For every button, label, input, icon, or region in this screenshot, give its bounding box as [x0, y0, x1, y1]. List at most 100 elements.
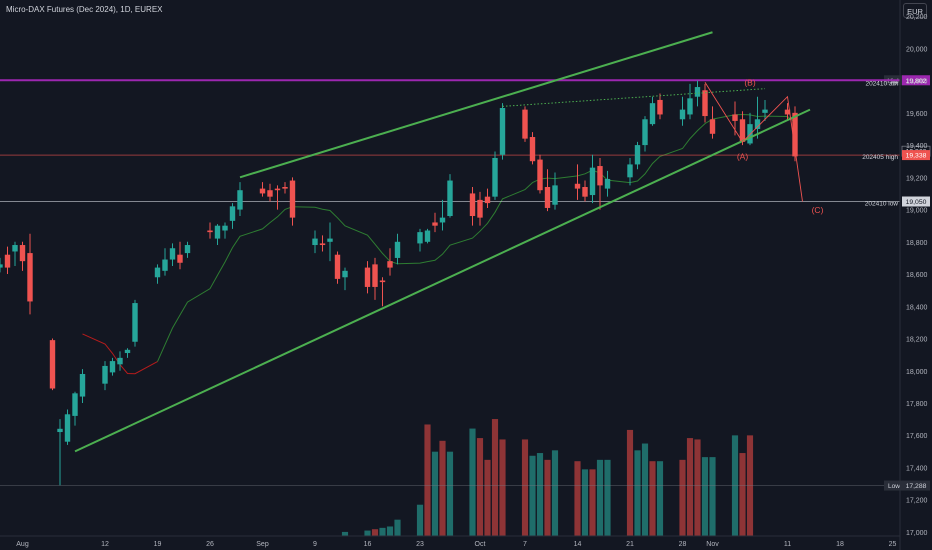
time-tick-label: 14: [574, 541, 582, 548]
candle-body: [694, 87, 701, 97]
candle-body: [597, 166, 603, 186]
candle-body: [214, 225, 221, 239]
candle-body: [574, 183, 581, 189]
candle-body: [417, 232, 423, 244]
volume-bar: [386, 526, 394, 536]
candle-body: [259, 188, 266, 194]
volume-bar: [709, 457, 716, 536]
candle-body: [57, 428, 63, 433]
price-tag-box: [902, 150, 930, 161]
volume-bar: [484, 459, 491, 536]
time-tick-label: 23: [416, 541, 424, 548]
volume-bar: [589, 469, 596, 536]
volume-bar: [469, 428, 476, 536]
candle-body: [792, 112, 798, 157]
candle-body: [222, 225, 228, 231]
candle-body: [739, 119, 746, 142]
time-tick-label: 18: [836, 541, 844, 548]
volume-bar: [529, 455, 536, 536]
time-axis[interactable]: Aug 12 19 26 Sep 9 16 23 Oct 7 14 21 28 Nov 11 18 25: [0, 535, 900, 548]
price-tick-label: 17,000: [906, 530, 928, 537]
candle-body: [604, 178, 611, 189]
candle-body: [124, 349, 131, 354]
volume-bar: [686, 438, 694, 536]
volume-bar: [491, 419, 499, 536]
volume-bar: [656, 461, 664, 536]
candle-body: [162, 259, 168, 271]
candle-body: [72, 393, 78, 416]
candle-body: [394, 241, 401, 258]
wave-label: (C): [812, 205, 824, 215]
extreme-tag-box: [884, 480, 904, 491]
candle-body: [432, 222, 438, 226]
volume-bar: [439, 440, 446, 536]
volume-bar: [416, 504, 424, 536]
volume-bar: [446, 451, 454, 536]
volume-bar: [581, 469, 589, 536]
price-tick-label: 18,800: [906, 240, 928, 247]
volume-bar: [424, 424, 431, 536]
drawings: (A) (B) (C): [74, 31, 824, 453]
candle-body: [552, 185, 558, 205]
currency-button[interactable]: EUR: [903, 3, 927, 18]
candle-body: [469, 193, 476, 217]
candle-body: [102, 365, 108, 384]
time-tick-label: 9: [313, 541, 317, 548]
candle-body: [679, 109, 686, 120]
candle-body: [387, 261, 393, 268]
price-tick-label: 19,400: [906, 143, 928, 150]
time-tick-label: 11: [784, 541, 791, 548]
price-tick-label: 17,400: [906, 465, 928, 472]
candle-body: [492, 157, 498, 197]
price-tag-box: [902, 480, 930, 491]
time-tick-label: 28: [679, 541, 687, 548]
candle-body: [372, 264, 378, 287]
price-axis[interactable]: 17,000 17,200 17,400 17,600 17,800 18,000 18,2…: [899, 0, 928, 550]
time-tick-label: Oct: [475, 541, 486, 548]
volume-bar: [649, 461, 656, 536]
candle-body: [702, 90, 708, 117]
channel-upper-line: [239, 31, 713, 179]
volume-bar: [641, 443, 649, 536]
candle-body: [267, 190, 273, 197]
candle-body: [447, 180, 453, 217]
volume-bar: [574, 461, 581, 536]
ath-trend-dotted: [502, 88, 766, 107]
candle-body: [379, 280, 386, 283]
price-tag-value: 19,338: [906, 153, 927, 160]
candle-body: [589, 167, 596, 196]
time-tick-label: 7: [523, 541, 527, 548]
price-tick-label: 20,200: [906, 14, 928, 21]
price-tick-label: 17,600: [906, 433, 928, 440]
candle-body: [627, 164, 633, 178]
candle-body: [27, 253, 33, 302]
candle-body: [544, 186, 551, 208]
candle-body: [327, 238, 333, 242]
candle-body: [12, 245, 18, 252]
level-label: 202405 high: [862, 154, 898, 161]
volume-bar: [431, 451, 439, 536]
extreme-tag-label: Low: [888, 483, 900, 490]
time-tick-label: 16: [364, 541, 372, 548]
candle-body: [64, 414, 71, 442]
volume-bar: [739, 453, 746, 536]
price-tick-label: 18,400: [906, 304, 928, 311]
candle-body: [642, 119, 648, 146]
candle-body: [709, 119, 716, 134]
candle-body: [319, 243, 326, 246]
candle-body: [19, 245, 26, 262]
time-tick-label: 26: [206, 541, 214, 548]
candle-body: [79, 373, 86, 397]
candle-body: [177, 254, 183, 263]
level-label: 202410 low: [865, 201, 899, 208]
candle-body: [754, 119, 761, 129]
candle-body: [154, 267, 161, 278]
candle-body: [289, 180, 296, 218]
candle-body: [169, 248, 176, 260]
candle-body: [784, 109, 791, 115]
candle-body: [274, 188, 281, 191]
candle-body: [484, 196, 491, 204]
candle-body: [0, 264, 3, 268]
price-tick-label: 18,000: [906, 369, 928, 376]
